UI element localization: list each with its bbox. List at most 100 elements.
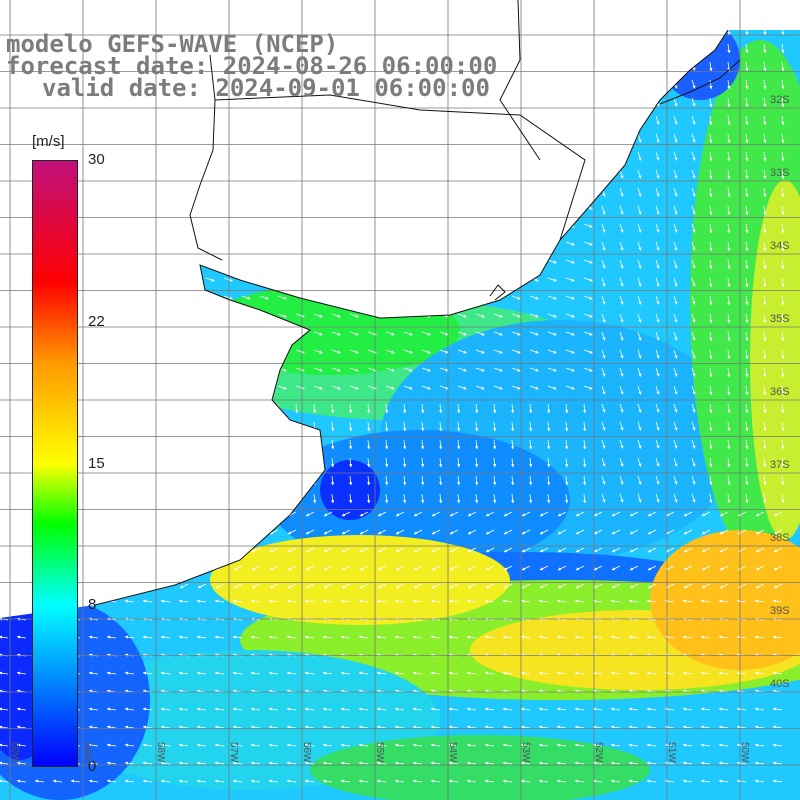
wind-arrow: [629, 529, 639, 535]
wind-arrow: [493, 349, 503, 354]
wind-arrow: [133, 349, 143, 354]
wind-arrow: [296, 8, 305, 11]
wind-arrow: [547, 493, 551, 504]
wind-arrow: [529, 241, 539, 246]
wind-arrow: [394, 779, 405, 783]
wind-arrow: [637, 115, 642, 125]
wind-arrow: [628, 779, 639, 783]
wind-arrow: [187, 187, 197, 192]
wind-arrow: [62, 26, 71, 29]
wind-arrow: [547, 349, 557, 354]
wind-arrow: [251, 529, 261, 535]
wind-arrow: [304, 707, 315, 711]
wind-arrow: [637, 151, 642, 161]
wind-arrow: [629, 511, 639, 517]
wind-arrow: [286, 707, 297, 711]
wind-arrow: [601, 97, 606, 107]
wind-arrow: [97, 367, 107, 372]
wind-arrow: [142, 761, 153, 765]
wind-arrow: [7, 79, 17, 84]
wind-arrow: [232, 743, 243, 747]
wind-arrow: [493, 277, 503, 282]
wind-arrow: [16, 761, 27, 765]
wind-arrow: [377, 529, 387, 535]
wind-arrow: [457, 403, 461, 414]
wind-arrow: [565, 97, 575, 102]
wind-arrow: [313, 367, 323, 372]
wind-arrow: [133, 385, 143, 390]
wind-arrow: [115, 385, 125, 390]
wind-arrow: [188, 8, 197, 11]
wind-arrow: [97, 259, 107, 264]
wind-arrow: [575, 583, 585, 589]
wind-arrow: [403, 349, 413, 354]
wind-arrow: [466, 671, 477, 675]
wind-arrow: [169, 259, 179, 264]
wind-arrow: [547, 61, 557, 66]
wind-arrow: [413, 529, 423, 535]
wind-arrow: [520, 635, 531, 639]
wind-arrow: [322, 599, 333, 603]
wind-arrow: [359, 583, 369, 589]
wind-arrow: [377, 565, 387, 571]
wind-arrow: [547, 169, 557, 174]
wind-arrow: [79, 367, 89, 372]
wind-arrow: [547, 331, 557, 336]
wind-arrow: [601, 475, 606, 485]
wind-arrow: [538, 725, 549, 729]
wind-arrow: [529, 259, 539, 264]
wind-arrow: [232, 635, 243, 639]
wind-arrow: [574, 743, 585, 747]
wind-arrow: [403, 169, 413, 174]
wind-arrow: [547, 259, 557, 264]
wind-arrow: [287, 583, 297, 589]
wind-arrow: [106, 779, 117, 783]
wind-arrow: [25, 403, 29, 414]
wind-arrow: [25, 421, 29, 432]
wind-arrow: [557, 511, 567, 517]
wind-arrow: [0, 565, 9, 571]
wind-arrow: [376, 779, 387, 783]
wind-arrow: [503, 547, 513, 553]
wind-arrow: [467, 565, 477, 571]
wind-arrow: [584, 26, 593, 29]
wind-arrow: [233, 511, 243, 517]
wind-arrow: [287, 529, 297, 535]
wind-arrow: [385, 259, 395, 264]
wind-arrow: [295, 493, 299, 504]
wind-arrow: [341, 529, 351, 535]
wind-arrow: [619, 151, 624, 161]
lat-label: 32S: [770, 94, 790, 106]
wind-arrow: [7, 187, 17, 192]
wind-arrow: [97, 133, 107, 138]
wind-arrow: [746, 8, 747, 17]
wind-arrow: [520, 743, 531, 747]
wind-arrow: [331, 385, 341, 390]
wind-arrow: [529, 439, 533, 450]
wind-arrow: [7, 259, 17, 264]
wind-arrow: [340, 671, 351, 675]
wind-arrow: [205, 313, 215, 318]
wind-arrow: [457, 241, 467, 246]
wind-arrow: [269, 583, 279, 589]
wind-arrow: [430, 743, 441, 747]
wind-arrow: [367, 475, 371, 486]
wind-arrow: [97, 241, 107, 246]
wind-arrow: [556, 725, 567, 729]
wind-arrow: [403, 295, 413, 300]
wind-arrow: [484, 599, 495, 603]
wind-arrow: [376, 599, 387, 603]
wind-arrow: [305, 565, 315, 571]
wind-arrow: [97, 115, 107, 120]
wind-arrow: [205, 457, 209, 468]
wind-arrow: [439, 151, 449, 156]
wind-arrow: [521, 547, 531, 553]
wind-arrow: [259, 295, 269, 300]
wind-arrow: [412, 671, 423, 675]
wind-arrow: [160, 671, 171, 675]
wind-arrow: [349, 187, 359, 192]
wind-arrow: [583, 151, 593, 156]
wind-arrow: [313, 403, 317, 414]
wind-arrow: [628, 599, 639, 603]
wind-arrow: [601, 439, 606, 449]
